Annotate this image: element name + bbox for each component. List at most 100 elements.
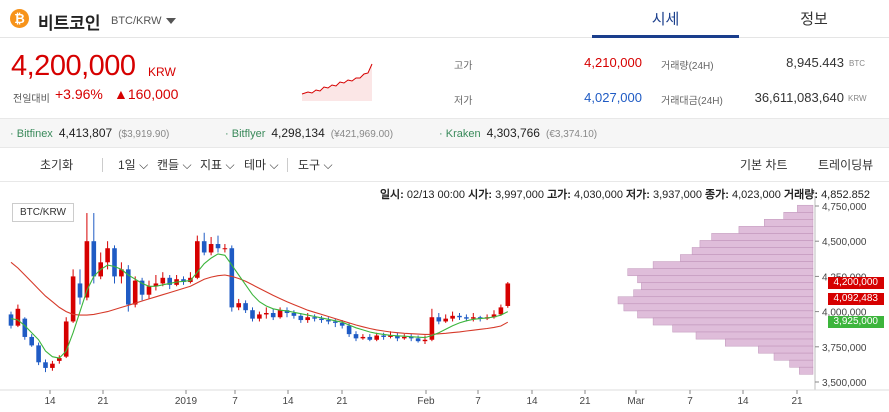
- interval-dropdown[interactable]: 1일 ⌵: [118, 158, 149, 172]
- candle-body: [57, 358, 62, 361]
- exchange-item: · Bitfinex 4,413,807 ($3,919.90): [10, 119, 169, 149]
- price-tag: 4,200,000: [827, 277, 884, 290]
- candle-body: [291, 313, 297, 316]
- candle-body: [8, 314, 14, 326]
- candle-body: [319, 318, 324, 321]
- volume-profile-bar: [691, 247, 814, 255]
- candle-body: [105, 248, 110, 263]
- volume-profile-bar: [773, 352, 814, 361]
- candle-body: [126, 269, 131, 305]
- change-label: 전일대비: [13, 94, 50, 105]
- change-percent: +3.96%: [55, 86, 103, 102]
- candle-body: [408, 336, 414, 339]
- toolbar-divider: [287, 158, 288, 172]
- candle-body: [429, 317, 435, 340]
- exchange-name: · Kraken: [439, 128, 481, 140]
- candle-body: [236, 303, 241, 308]
- moving-average-long: [10, 261, 509, 335]
- reset-button[interactable]: 초기화: [40, 158, 74, 172]
- candle-body: [388, 335, 393, 337]
- candle-body: [498, 307, 504, 315]
- candle-body: [395, 335, 400, 339]
- candle-body: [43, 362, 48, 368]
- candle-body: [346, 325, 352, 335]
- volume-profile-bar: [680, 254, 814, 262]
- candle-body: [70, 276, 76, 322]
- volume-profile-bar: [711, 233, 814, 241]
- trade-value-label: 거래대금(24H): [661, 96, 723, 107]
- candle-body: [257, 314, 262, 319]
- volume-profile-bar: [764, 219, 814, 227]
- volume-unit: BTC: [849, 59, 865, 68]
- mini-price-chart: [300, 54, 374, 101]
- candle-body: [160, 277, 166, 284]
- candle-body: [436, 317, 442, 322]
- tradingview-button[interactable]: 트레이딩뷰: [818, 158, 874, 172]
- volume-profile-bar: [637, 275, 814, 284]
- x-tick-label: Mar: [627, 396, 645, 407]
- volume-profile-bar: [789, 359, 814, 368]
- x-tick-label: 21: [791, 396, 803, 407]
- moving-average-short: [10, 253, 509, 359]
- candle-body: [277, 310, 283, 318]
- chevron-down-icon: ⌵: [182, 158, 192, 172]
- tab-info[interactable]: 정보: [800, 11, 828, 28]
- basic-chart-button[interactable]: 기본 차트: [740, 158, 788, 172]
- candle-body: [339, 322, 345, 326]
- candle-body: [215, 244, 221, 249]
- x-tick-label: 14: [282, 396, 294, 407]
- candle-body: [422, 339, 428, 342]
- candle-body: [443, 318, 448, 322]
- candle-body: [270, 313, 276, 318]
- x-tick-label: 7: [687, 396, 693, 407]
- high-label: 고가: [454, 61, 473, 72]
- candle-body: [312, 317, 317, 319]
- volume-profile-bar: [783, 212, 814, 220]
- volume-profile-bar: [652, 261, 814, 269]
- candle-body: [229, 248, 235, 308]
- candle-body: [146, 286, 152, 295]
- candle-dropdown[interactable]: 캔들 ⌵: [157, 158, 192, 172]
- indicator-dropdown[interactable]: 지표 ⌵: [200, 158, 235, 172]
- pair-selector[interactable]: BTC/KRW: [111, 15, 162, 27]
- candle-body: [195, 241, 200, 278]
- tools-dropdown[interactable]: 도구 ⌵: [298, 158, 333, 172]
- caret-down-icon[interactable]: [166, 18, 176, 24]
- candle-body: [264, 313, 269, 315]
- tab-price[interactable]: 시세: [592, 0, 739, 38]
- exchange-bar: · Bitfinex 4,413,807 ($3,919.90) · Bitflye…: [0, 118, 889, 148]
- candle-body: [333, 321, 338, 323]
- y-tick-label: 3,750,000: [822, 343, 867, 354]
- ohlc-readout: 일시: 02/13 00:00 시가: 3,997,000 고가: 4,030,…: [379, 189, 870, 201]
- price-unit: KRW: [148, 65, 176, 79]
- exchange-name: · Bitfinex: [10, 128, 53, 140]
- y-tick-label: 4,750,000: [822, 202, 867, 213]
- trade-value-unit: KRW: [848, 94, 867, 103]
- candle-body: [243, 303, 248, 311]
- candle-body: [250, 310, 255, 319]
- exchange-item: · Kraken 4,303,766 (€3,374.10): [439, 119, 597, 149]
- x-tick-label: Feb: [417, 396, 435, 407]
- volume-profile-bar: [725, 338, 814, 347]
- candle-body: [153, 283, 159, 287]
- candle-body: [284, 310, 290, 314]
- volume-value: 8,945.443: [786, 55, 844, 70]
- chevron-down-icon: ⌵: [323, 158, 333, 172]
- theme-dropdown[interactable]: 테마 ⌵: [244, 158, 279, 172]
- candle-body: [29, 336, 34, 346]
- candle-body: [360, 336, 366, 339]
- candle-body: [132, 280, 138, 305]
- candle-body: [353, 334, 359, 339]
- low-value: 4,027,000: [584, 90, 642, 105]
- candle-body: [119, 269, 124, 277]
- volume-profile-bar: [652, 317, 814, 326]
- volume-profile-bar: [695, 331, 814, 340]
- candle-body: [298, 315, 304, 321]
- candle-body: [181, 279, 186, 283]
- candlestick-chart[interactable]: 4,750,0004,500,0004,250,0004,000,0003,75…: [0, 196, 889, 412]
- x-tick-label: 21: [336, 396, 348, 407]
- exchange-price: 4,303,766: [486, 126, 540, 140]
- exchange-jpy-price: (¥421,969.00): [330, 129, 394, 140]
- candle-body: [91, 241, 97, 277]
- exchange-item: · Bitflyer 4,298,134 (¥421,969.00): [225, 119, 393, 149]
